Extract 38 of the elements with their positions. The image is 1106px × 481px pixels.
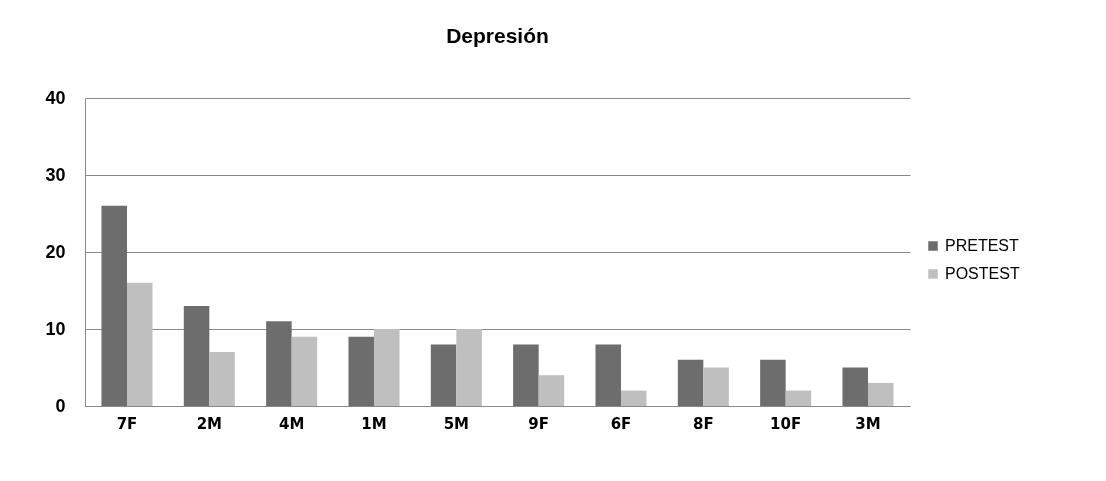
y-tick-label: 20 bbox=[45, 241, 66, 262]
y-tick-label: 30 bbox=[45, 164, 66, 185]
y-tick-label: 10 bbox=[45, 318, 66, 339]
bar bbox=[266, 321, 292, 406]
bar bbox=[785, 390, 812, 406]
bar bbox=[621, 390, 647, 406]
y-tick-label: 0 bbox=[55, 395, 66, 416]
y-tick-label: 40 bbox=[45, 87, 66, 108]
chart-title: Depresión bbox=[446, 24, 549, 47]
bar bbox=[595, 344, 621, 406]
x-tick-label: 9F bbox=[528, 414, 550, 433]
bar bbox=[513, 344, 539, 406]
x-tick-label: 3M bbox=[855, 414, 881, 433]
x-tick-label: 2M bbox=[196, 414, 223, 433]
bar bbox=[430, 344, 457, 406]
bar bbox=[677, 359, 704, 406]
bar bbox=[703, 367, 729, 406]
x-tick-label: 8F bbox=[692, 414, 714, 433]
bar bbox=[868, 382, 894, 406]
bar bbox=[538, 375, 565, 406]
legend-label: PRETEST bbox=[945, 237, 1020, 254]
legend-label: POSTEST bbox=[945, 265, 1020, 282]
x-tick-label: 4M bbox=[278, 414, 305, 433]
x-tick-label: 1M bbox=[361, 414, 387, 433]
bar bbox=[348, 336, 374, 406]
bar bbox=[760, 359, 786, 406]
bar bbox=[183, 305, 210, 406]
x-tick-label: 7F bbox=[116, 414, 138, 433]
x-tick-label: 6F bbox=[610, 414, 632, 433]
x-tick-label: 10F bbox=[770, 414, 802, 433]
x-tick-label: 5M bbox=[443, 414, 470, 433]
bar bbox=[842, 367, 869, 406]
bar bbox=[101, 205, 127, 406]
bar bbox=[126, 282, 153, 406]
bar bbox=[456, 329, 482, 406]
bar bbox=[291, 336, 318, 406]
bar bbox=[209, 352, 235, 406]
bar bbox=[374, 329, 400, 406]
